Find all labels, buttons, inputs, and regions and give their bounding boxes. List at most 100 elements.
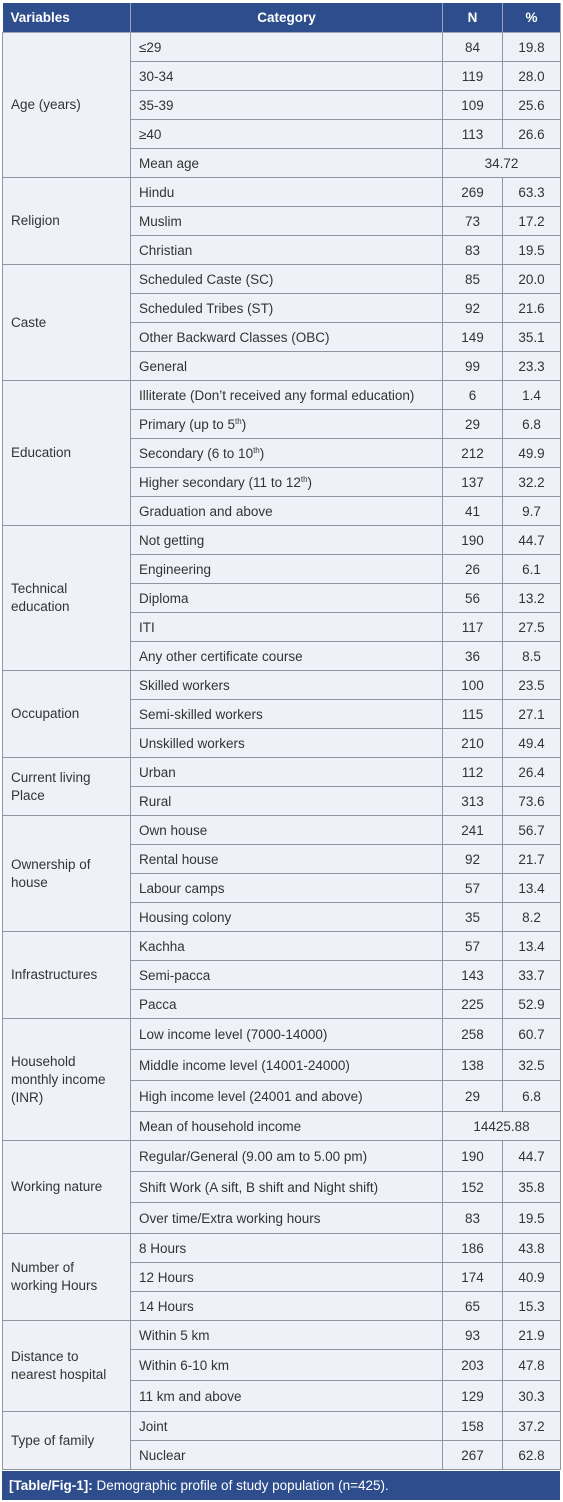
category-cell: ≥40 [130, 119, 443, 149]
category-text: Shift Work (A sift, B shift and Night sh… [139, 1179, 379, 1195]
category-cell: Joint [130, 1411, 443, 1441]
percent-cell: 63.3 [502, 177, 561, 207]
percent-cell: 19.5 [502, 1202, 561, 1234]
category-suffix: ) [307, 474, 313, 490]
variable-cell: Education [2, 380, 131, 526]
category-cell: Nuclear [130, 1440, 443, 1470]
category-text: Christian [139, 242, 193, 258]
category-cell: Mean age [130, 148, 443, 178]
category-text: Housing colony [139, 909, 232, 925]
count-cell: 117 [442, 612, 503, 642]
category-text: Mean of household income [139, 1118, 302, 1134]
table-row: Engineering 26 6.1 [3, 554, 561, 584]
percent-cell: 21.9 [502, 1320, 561, 1350]
table-row: Caste Scheduled Caste (SC) 85 20.0 [2, 264, 561, 381]
variable-cell: Type of family [2, 1411, 131, 1470]
category-text: Unskilled workers [139, 735, 245, 751]
header-percent: % [502, 3, 561, 33]
category-cell: Housing colony [130, 902, 443, 932]
table-row: ≥40 113 26.6 [3, 119, 561, 149]
percent-cell: 6.8 [502, 409, 561, 439]
percent-cell: 35.8 [502, 1171, 561, 1203]
count-cell: 186 [442, 1233, 503, 1263]
percent-cell: 13.4 [502, 931, 561, 961]
category-text: Semi-pacca [139, 967, 211, 983]
category-text: Rental house [139, 851, 219, 867]
count-cell: 113 [442, 119, 503, 149]
percent-cell: 27.1 [502, 699, 561, 729]
category-cell: Secondary (6 to 10th) [130, 438, 443, 468]
count-cell: 36 [442, 641, 503, 671]
count-cell: 57 [442, 873, 503, 903]
count-cell: 138 [442, 1049, 503, 1081]
count-cell: 83 [442, 1202, 503, 1234]
category-text: Nuclear [139, 1447, 186, 1463]
category-cell: Higher secondary (11 to 12th) [130, 467, 443, 497]
category-text: Kachha [139, 938, 185, 954]
category-text: Urban [139, 764, 176, 780]
percent-cell: 37.2 [502, 1411, 561, 1441]
table-row: Semi-pacca 143 33.7 [3, 960, 561, 990]
count-cell: 85 [442, 264, 503, 294]
count-cell: 93 [442, 1320, 503, 1350]
category-text: Scheduled Tribes (ST) [139, 300, 274, 316]
percent-cell: 43.8 [502, 1233, 561, 1263]
count-cell: 143 [442, 960, 503, 990]
category-cell: Muslim [130, 206, 443, 236]
variable-cell: Ownership of house [2, 815, 131, 932]
variable-cell: Age (years) [2, 32, 131, 178]
category-cell: Kachha [130, 931, 443, 961]
category-cell: Own house [130, 815, 443, 845]
category-text: Labour camps [139, 880, 225, 896]
count-cell: 35 [442, 902, 503, 932]
header-category: Category [130, 3, 443, 33]
count-cell: 313 [442, 786, 503, 816]
category-text: Skilled workers [139, 677, 230, 693]
variable-cell: Technical education [2, 525, 131, 671]
category-superscript: th [300, 474, 308, 484]
count-cell: 29 [442, 409, 503, 439]
category-text: General [139, 358, 188, 374]
category-cell: Hindu [130, 177, 443, 207]
percent-cell: 27.5 [502, 612, 561, 642]
variable-cell: Household monthly income (INR) [2, 1018, 131, 1141]
percent-cell: 52.9 [502, 989, 561, 1019]
table-row: Age (years) ≤29 84 19.8 [2, 32, 561, 178]
table-row: Distance to nearest hospital Within 5 km 9… [2, 1320, 561, 1412]
table-row: Ownership of house Own house 241 56.7 [2, 815, 561, 932]
category-cell: Shift Work (A sift, B shift and Night sh… [130, 1171, 443, 1203]
header-n: N [442, 3, 503, 33]
count-cell: 6 [442, 380, 503, 410]
percent-cell: 44.7 [502, 525, 561, 555]
percent-cell: 21.6 [502, 293, 561, 323]
count-cell: 109 [442, 90, 503, 120]
table-body: Age (years) ≤29 84 19.8 30-34 119 28.0 35-39 109… [2, 32, 561, 1470]
category-text: ≥40 [139, 126, 162, 142]
percent-cell: 30.3 [502, 1380, 561, 1412]
table-row: Secondary (6 to 10th) 212 49.9 [3, 438, 561, 468]
percent-cell: 62.8 [502, 1440, 561, 1470]
percent-cell: 9.7 [502, 496, 561, 526]
category-text: Any other certificate course [139, 648, 303, 664]
count-cell: 225 [442, 989, 503, 1019]
category-text: Graduation and above [139, 503, 273, 519]
variable-cell: Distance to nearest hospital [2, 1320, 131, 1412]
count-cell: 241 [442, 815, 503, 845]
category-text: 14 Hours [139, 1298, 194, 1314]
category-cell: Over time/Extra working hours [130, 1202, 443, 1234]
percent-cell: 49.4 [502, 728, 561, 758]
table-row: High income level (24001 and above) 29 6.8 [3, 1080, 561, 1112]
count-cell: 92 [442, 844, 503, 874]
category-superscript: th [253, 445, 260, 455]
percent-cell: 49.9 [502, 438, 561, 468]
percent-cell: 21.7 [502, 844, 561, 874]
count-cell: 269 [442, 177, 503, 207]
count-cell: 258 [442, 1018, 503, 1050]
category-cell: Illiterate (Don’t received any formal ed… [130, 380, 443, 410]
table-row: Christian 83 19.5 [3, 235, 561, 265]
category-text: ≤29 [139, 39, 162, 55]
percent-cell: 32.5 [502, 1049, 561, 1081]
category-text: 12 Hours [139, 1269, 194, 1285]
percent-cell: 19.5 [502, 235, 561, 265]
variable-cell: Number of working Hours [2, 1233, 131, 1321]
